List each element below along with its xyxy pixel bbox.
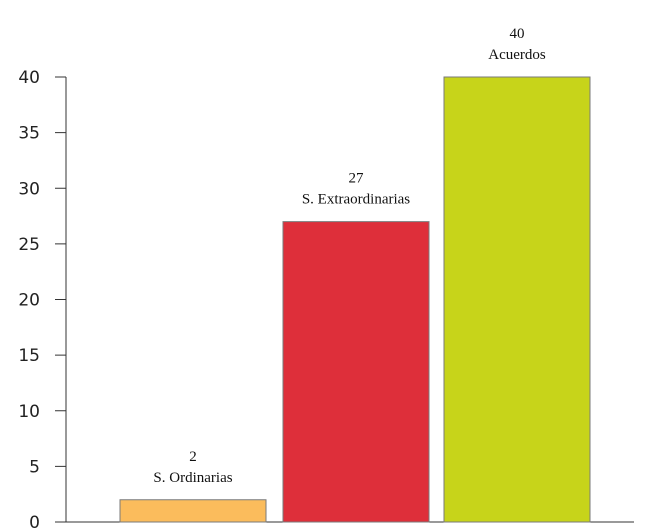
bar-category-label-1: S. Ordinarias	[153, 470, 232, 486]
bar-value-label-1: 2	[189, 449, 197, 465]
bar-category-label-3: Acuerdos	[488, 47, 546, 63]
y-tick-label-40: 40	[18, 68, 40, 88]
bars-group	[119, 76, 591, 523]
bar-value-label-2: 27	[349, 171, 365, 187]
y-tick-label-35: 35	[18, 124, 40, 144]
y-tick-label-10: 10	[18, 402, 40, 422]
y-tick-label-25: 25	[18, 235, 40, 255]
y-tick-label-20: 20	[18, 291, 40, 311]
y-tick-label-30: 30	[18, 179, 40, 199]
y-tick-label-0: 0	[29, 513, 40, 531]
y-tick-label-5: 5	[29, 457, 40, 477]
y-tick-label-15: 15	[18, 346, 40, 366]
bar-2	[282, 221, 430, 523]
bar-3	[443, 76, 591, 523]
y-axis-ticks: 0 5 10 15 20 25 30 35 40	[18, 68, 66, 531]
bar-category-label-2: S. Extraordinarias	[302, 192, 410, 208]
bar-labels-group: 2 S. Ordinarias 27 S. Extraordinarias 40 Acue…	[153, 26, 545, 486]
bar-1	[119, 499, 267, 523]
bar-value-label-3: 40	[510, 26, 525, 42]
